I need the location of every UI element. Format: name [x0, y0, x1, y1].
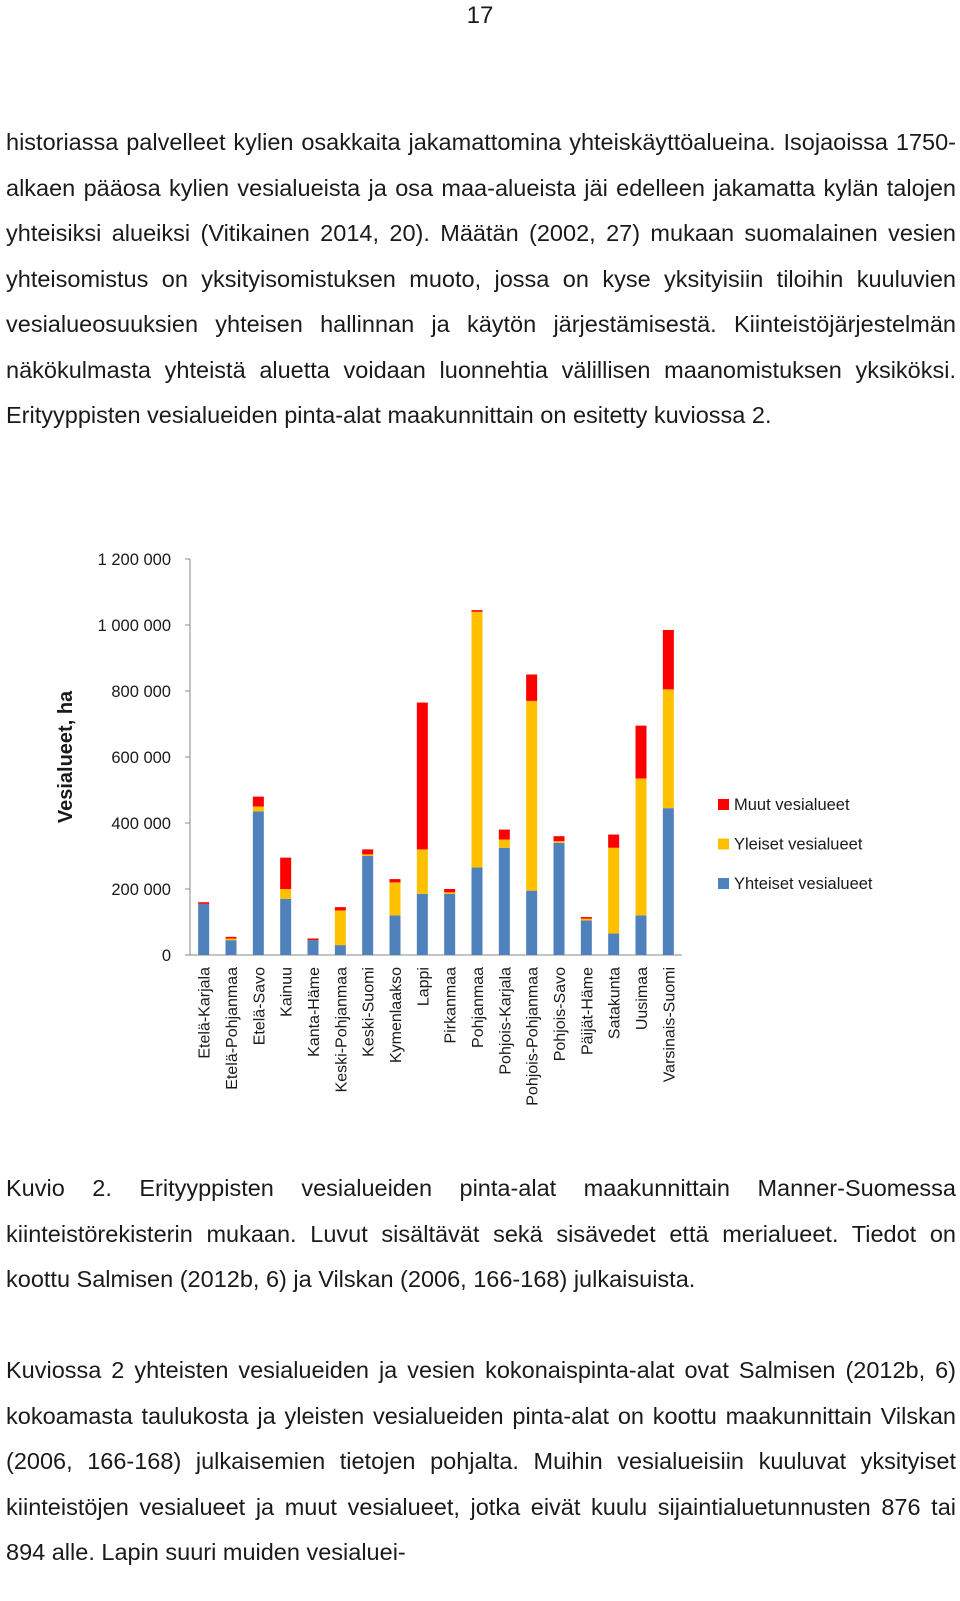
bar-segment-muut-vesialueet: [416, 702, 428, 850]
x-tick-label: Pirkanmaa: [443, 967, 460, 1044]
bar-segment-muut-vesialueet: [635, 725, 647, 779]
legend-label: Yhteiset vesialueet: [734, 875, 873, 893]
bar-segment-yhteiset-vesialueet: [498, 847, 510, 955]
x-tick-label: Etelä-Karjala: [197, 967, 214, 1059]
bar-segment-yhteiset-vesialueet: [444, 893, 456, 955]
bar-segment-yleiset-vesialueet: [662, 689, 674, 809]
x-tick-label: Keski-Pohjanmaa: [333, 967, 350, 1093]
y-tick-label: 1 000 000: [98, 617, 171, 635]
bar-segment-yleiset-vesialueet: [416, 849, 428, 894]
bar-segment-yleiset-vesialueet: [334, 910, 346, 946]
bar-segment-yleiset-vesialueet: [444, 892, 456, 894]
bar-segment-yleiset-vesialueet: [498, 839, 510, 848]
y-tick-label: 800 000: [111, 683, 171, 701]
y-tick-label: 400 000: [111, 815, 171, 833]
page-number: 17: [466, 2, 494, 29]
bar-segment-yleiset-vesialueet: [280, 889, 292, 899]
bar-segment-yleiset-vesialueet: [389, 882, 401, 916]
bar-segment-yhteiset-vesialueet: [362, 856, 374, 955]
bar-segment-muut-vesialueet: [252, 796, 264, 807]
bar-segment-yhteiset-vesialueet: [526, 890, 538, 955]
bar-segment-muut-vesialueet: [334, 907, 346, 911]
bar-segment-muut-vesialueet: [608, 834, 620, 848]
y-axis-label: Vesialueet, ha: [55, 690, 77, 823]
bar-segment-muut-vesialueet: [498, 829, 510, 840]
x-tick-label: Kanta-Häme: [306, 967, 323, 1057]
x-tick-label: Pohjois-Karjala: [497, 967, 514, 1075]
x-tick-label: Pohjois-Savo: [552, 967, 569, 1061]
x-tick-label: Uusimaa: [634, 967, 651, 1030]
x-tick-label: Lappi: [415, 967, 432, 1006]
bar-segment-muut-vesialueet: [225, 936, 237, 939]
bar-segment-yleiset-vesialueet: [553, 841, 565, 843]
x-tick-label: Etelä-Savo: [251, 967, 268, 1045]
legend-label: Muut vesialueet: [734, 796, 850, 814]
y-tick-label: 200 000: [111, 881, 171, 899]
bar-segment-yleiset-vesialueet: [580, 918, 592, 921]
bar-segment-yhteiset-vesialueet: [553, 842, 565, 955]
x-tick-label: Pohjanmaa: [470, 967, 487, 1048]
y-tick-label: 600 000: [111, 749, 171, 767]
x-tick-label: Kymenlaakso: [388, 967, 405, 1063]
x-tick-label: Keski-Suomi: [361, 967, 378, 1057]
x-tick-label: Satakunta: [607, 967, 624, 1039]
x-tick-label: Pohjois-Pohjanmaa: [525, 967, 542, 1106]
legend-swatch: [718, 799, 729, 810]
bar-segment-yhteiset-vesialueet: [280, 898, 292, 955]
bar-segment-muut-vesialueet: [198, 902, 210, 904]
body-paragraph-2: Kuviossa 2 yhteisten vesialueiden ja ves…: [6, 1357, 956, 1565]
bar-segment-yhteiset-vesialueet: [471, 867, 483, 955]
bar-segment-muut-vesialueet: [580, 917, 592, 919]
y-tick-label: 1 200 000: [98, 551, 171, 569]
bar-segment-yhteiset-vesialueet: [389, 915, 401, 955]
bar-segment-yleiset-vesialueet: [608, 847, 620, 934]
bar-segment-yhteiset-vesialueet: [252, 811, 264, 955]
legend-swatch: [718, 878, 729, 889]
legend-swatch: [718, 838, 729, 850]
bar-segment-muut-vesialueet: [307, 938, 319, 941]
x-tick-label: Kainuu: [279, 967, 296, 1017]
bar-segment-muut-vesialueet: [444, 889, 456, 893]
x-tick-label: Varsinais-Suomi: [661, 967, 678, 1082]
bar-segment-yleiset-vesialueet: [252, 806, 264, 812]
bar-segment-muut-vesialueet: [362, 849, 374, 855]
body-paragraph-1: historiassa palvelleet kylien osakkaita …: [6, 129, 956, 428]
bar-segment-yhteiset-vesialueet: [580, 920, 592, 955]
bar-segment-muut-vesialueet: [280, 857, 292, 889]
bar-segment-yleiset-vesialueet: [526, 700, 538, 891]
bar-segment-yhteiset-vesialueet: [608, 933, 620, 955]
bar-segment-yleiset-vesialueet: [362, 854, 374, 856]
figure-caption: Kuvio 2. Erityyppisten vesialueiden pint…: [6, 1175, 956, 1292]
bar-segment-yhteiset-vesialueet: [662, 808, 674, 955]
bar-segment-muut-vesialueet: [553, 836, 565, 842]
bar-segment-yleiset-vesialueet: [471, 611, 483, 868]
x-tick-label: Etelä-Pohjanmaa: [224, 967, 241, 1090]
bar-segment-yhteiset-vesialueet: [225, 940, 237, 955]
bar-segment-yhteiset-vesialueet: [198, 903, 210, 955]
bar-segment-muut-vesialueet: [662, 629, 674, 690]
bar-segment-muut-vesialueet: [526, 674, 538, 701]
bar-segment-yleiset-vesialueet: [635, 778, 647, 916]
x-tick-label: Päijät-Häme: [579, 967, 596, 1055]
stacked-bar-chart: Vesialueet, ha 0 200 000 400 000 600 000 800…: [55, 551, 873, 1106]
bar-segment-muut-vesialueet: [389, 879, 401, 883]
legend-label: Yleiset vesialueet: [734, 836, 863, 854]
bar-segment-yhteiset-vesialueet: [307, 940, 319, 955]
bar-segment-yhteiset-vesialueet: [334, 945, 346, 955]
bar-segment-muut-vesialueet: [471, 610, 483, 612]
bar-segment-yleiset-vesialueet: [225, 938, 237, 941]
bar-segment-yhteiset-vesialueet: [635, 915, 647, 955]
y-tick-label: 0: [162, 947, 171, 965]
bar-segment-yhteiset-vesialueet: [416, 893, 428, 955]
